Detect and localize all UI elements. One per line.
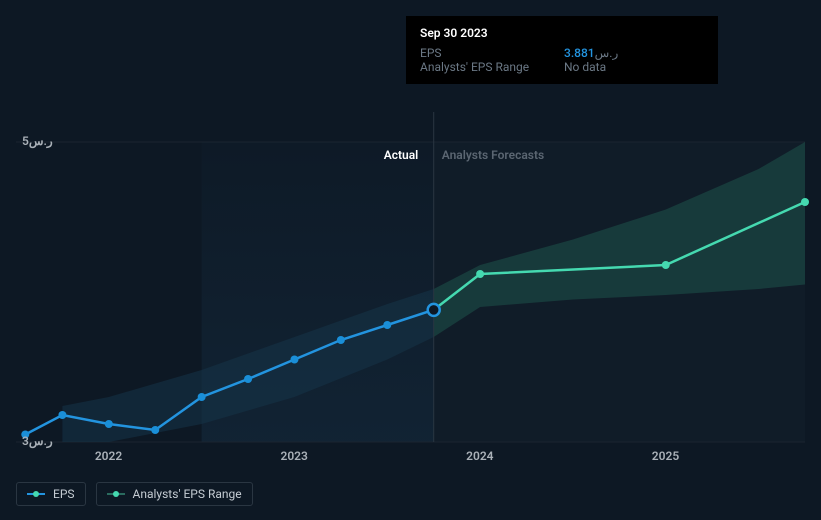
tooltip-label-eps: EPS [420, 46, 540, 60]
chart-tooltip: Sep 30 2023 EPS 3.881ر.س Analysts' EPS R… [406, 16, 718, 84]
x-axis-label-2022: 2022 [95, 449, 122, 463]
tooltip-row-range: Analysts' EPS Range No data [420, 60, 704, 74]
x-axis-label-2025: 2025 [652, 449, 679, 463]
eps-chart-container: Sep 30 2023 EPS 3.881ر.س Analysts' EPS R… [0, 0, 821, 520]
legend-swatch-eps [27, 489, 45, 499]
legend-swatch-range [107, 489, 125, 499]
region-label-forecast: Analysts Forecasts [442, 148, 544, 162]
y-axis-label-5: 5ر.س [22, 134, 53, 148]
x-axis-label-2023: 2023 [280, 449, 307, 463]
chart-legend: EPS Analysts' EPS Range [16, 482, 253, 506]
tooltip-label-range: Analysts' EPS Range [420, 60, 540, 74]
tooltip-value-eps: 3.881ر.س [564, 46, 618, 60]
legend-label-eps: EPS [53, 487, 75, 501]
legend-item-eps[interactable]: EPS [16, 482, 86, 506]
tooltip-row-eps: EPS 3.881ر.س [420, 46, 704, 60]
tooltip-value-range: No data [564, 60, 606, 74]
x-axis-label-2024: 2024 [466, 449, 493, 463]
region-label-actual: Actual [384, 148, 419, 162]
tooltip-date: Sep 30 2023 [420, 26, 704, 40]
legend-label-range: Analysts' EPS Range [133, 487, 242, 501]
y-axis-label-3: 3ر.س [22, 434, 53, 448]
legend-item-range[interactable]: Analysts' EPS Range [96, 482, 253, 506]
